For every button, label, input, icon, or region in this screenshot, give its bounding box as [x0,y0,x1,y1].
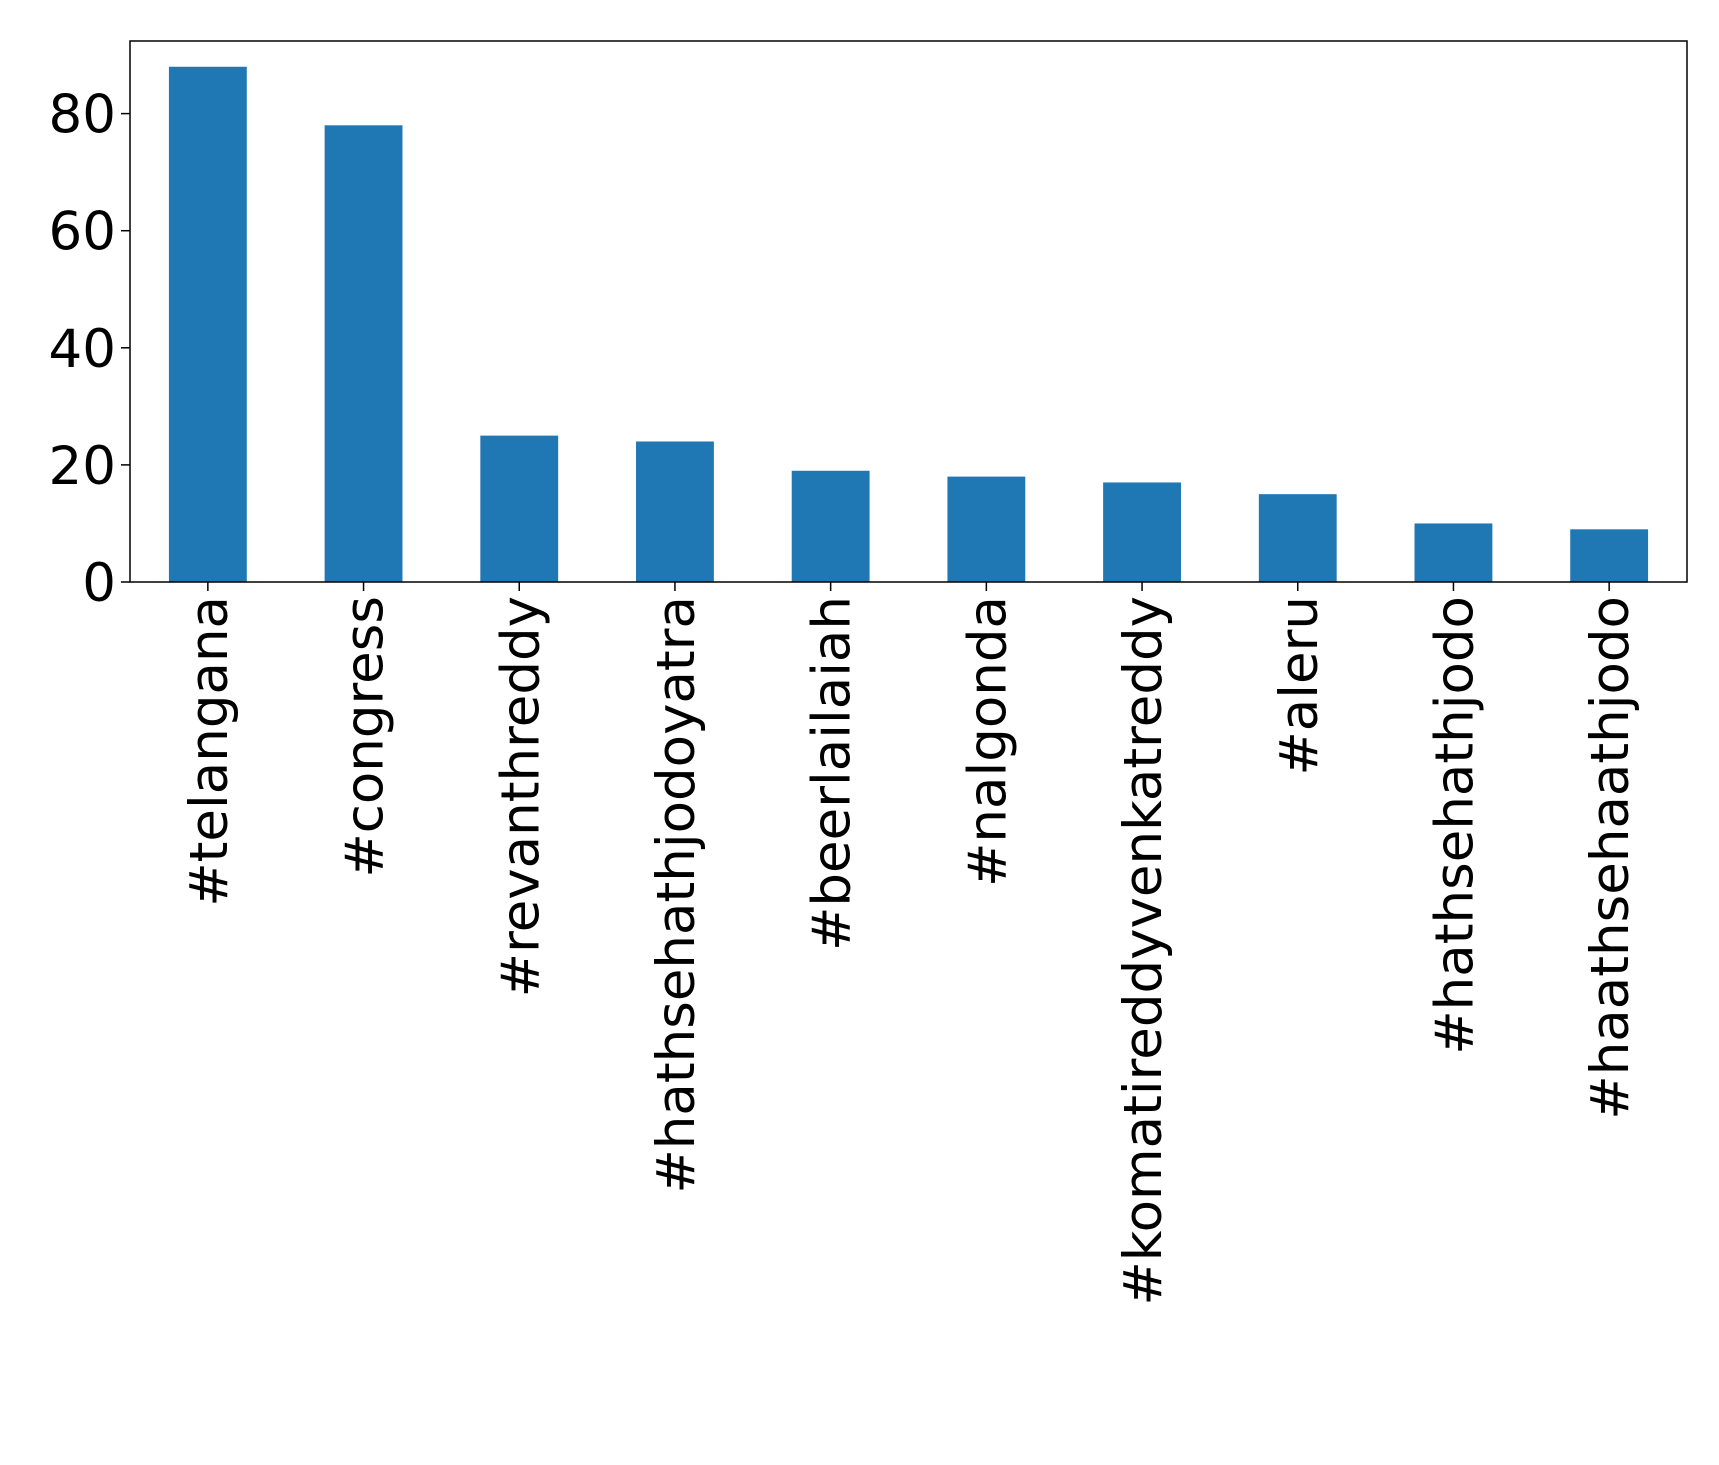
bar [168,66,247,582]
x-tick-label: #congress [335,596,396,878]
bar [947,476,1026,582]
x-tick-label: #telangana [179,596,240,907]
y-tick-label: 20 [49,436,116,497]
y-tick-label: 80 [49,85,116,146]
bar [324,125,403,582]
bar [1570,529,1649,582]
x-tick-label: #revanthreddy [490,596,551,997]
plot-frame [129,40,1688,583]
bar [636,441,714,582]
bar [480,435,559,582]
y-tick-label: 60 [49,202,116,263]
x-tick-label: #hathsehathjodoyatra [646,596,707,1194]
bar [791,470,870,582]
bar [1258,494,1337,582]
x-tick-label: #aleru [1269,596,1330,776]
x-tick-label: #beerlailaiah [802,596,863,951]
x-tick-label: #hathsehathjodo [1424,596,1485,1055]
x-tick-label: #komatireddyvenkatreddy [1113,596,1174,1306]
x-tick-label: #haathsehaathjodo [1580,596,1641,1120]
bar [1414,523,1493,582]
y-tick-label: 40 [49,319,116,380]
x-tick-label: #nalgonda [957,596,1018,887]
bar [1103,482,1181,582]
y-tick-label: 0 [82,553,116,614]
